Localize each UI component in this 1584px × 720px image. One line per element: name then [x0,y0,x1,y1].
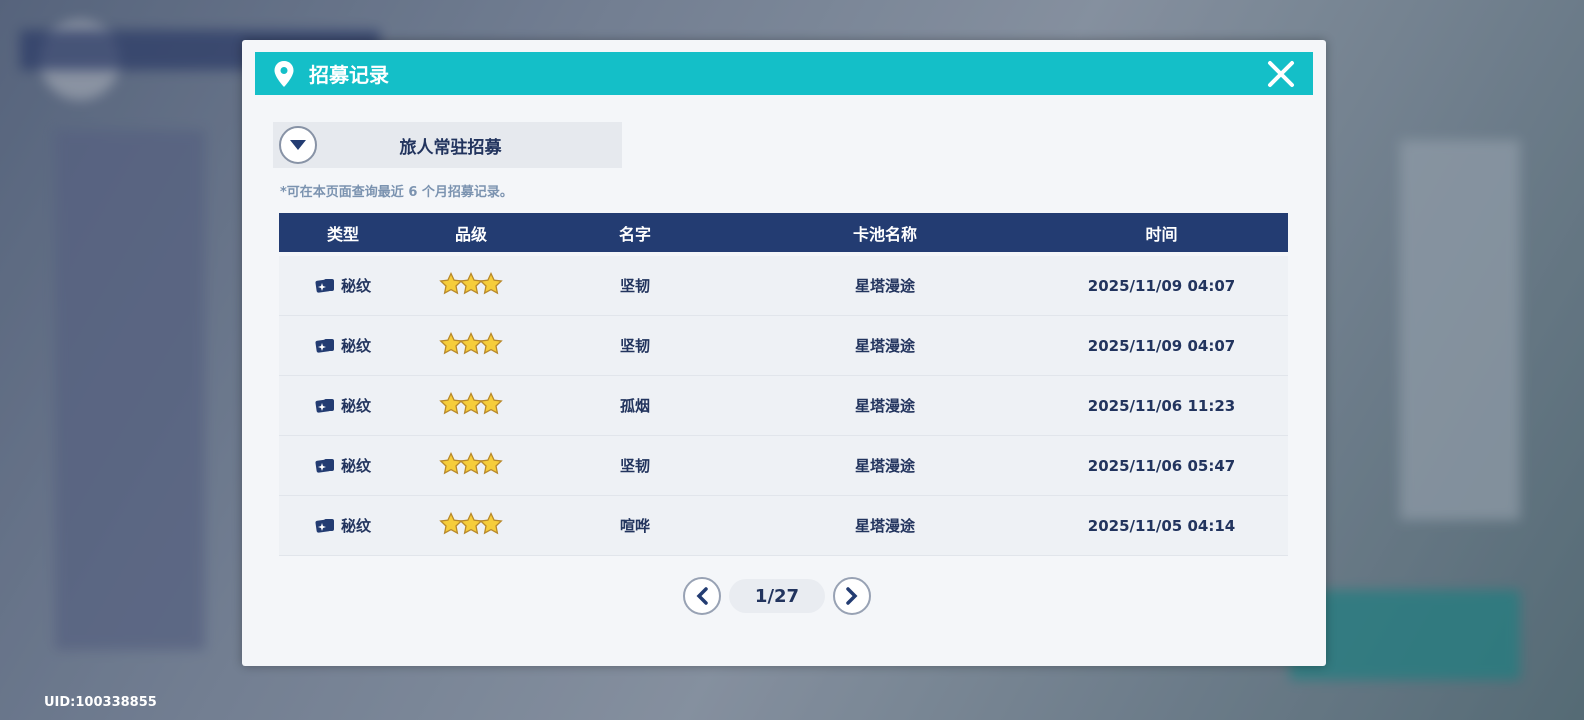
close-icon[interactable] [1265,58,1297,90]
record-table: 类型 品级 名字 卡池名称 时间 秘纹 坚韧 星塔漫途 2025/11/09 0… [279,213,1288,556]
table-row: 秘纹 坚韧 星塔漫途 2025/11/09 04:07 [279,316,1288,376]
row-time: 2025/11/09 04:07 [1087,276,1236,295]
row-pool: 星塔漫途 [854,517,915,535]
row-time: 2025/11/09 04:07 [1087,336,1236,355]
page-indicator: 1/27 [729,579,825,613]
prev-page-button[interactable] [683,577,721,615]
row-stars [407,511,535,540]
rune-card-icon [315,458,334,473]
star-icon [479,331,503,354]
star-icon [459,511,483,534]
rune-card-icon [315,338,334,353]
header-rarity: 品级 [454,224,487,244]
table-row: 秘纹 坚韧 星塔漫途 2025/11/06 05:47 [279,436,1288,496]
chevron-down-icon[interactable] [279,126,317,164]
next-page-button[interactable] [833,577,871,615]
star-icon [459,331,483,354]
row-pool: 星塔漫途 [854,457,915,475]
star-icon [479,451,503,474]
row-time: 2025/11/06 05:47 [1087,456,1236,475]
row-name: 喧哗 [619,517,650,535]
table-row: 秘纹 喧哗 星塔漫途 2025/11/05 04:14 [279,496,1288,556]
row-pool: 星塔漫途 [854,337,915,355]
row-type: 秘纹 [340,337,371,355]
row-name: 坚韧 [619,277,650,295]
table-row: 秘纹 孤烟 星塔漫途 2025/11/06 11:23 [279,376,1288,436]
record-note: *可在本页面查询最近 6 个月招募记录。 [280,185,513,200]
pagination: 1/27 [683,577,871,615]
recruit-record-dialog: 招募记录 旅人常驻招募 *可在本页面查询最近 6 个月招募记录。 类型 品级 名… [242,40,1326,666]
row-name: 坚韧 [619,337,650,355]
row-type: 秘纹 [340,457,371,475]
row-stars [407,451,535,480]
chevron-right-icon [846,587,858,605]
star-icon [439,331,463,354]
location-pin-icon [274,60,294,87]
rune-card-icon [315,398,334,413]
row-pool: 星塔漫途 [854,397,915,415]
star-icon [439,511,463,534]
header-name: 名字 [618,224,651,244]
header-time: 时间 [1145,224,1178,244]
row-type: 秘纹 [340,517,371,535]
table-header: 类型 品级 名字 卡池名称 时间 [279,213,1288,252]
star-icon [459,451,483,474]
chevron-left-icon [696,587,708,605]
row-stars [407,271,535,300]
star-icon [479,391,503,414]
star-icon [439,271,463,294]
row-pool: 星塔漫途 [854,277,915,295]
star-icon [479,511,503,534]
table-row: 秘纹 坚韧 星塔漫途 2025/11/09 04:07 [279,256,1288,316]
row-time: 2025/11/06 11:23 [1087,396,1236,415]
row-type: 秘纹 [340,397,371,415]
dialog-header: 招募记录 [255,52,1313,95]
row-stars [407,391,535,420]
pool-dropdown[interactable]: 旅人常驻招募 [273,122,622,168]
dropdown-selected: 旅人常驻招募 [399,137,502,158]
uid-label: UID:100338855 [44,695,157,710]
dialog-title: 招募记录 [309,63,389,87]
star-icon [439,451,463,474]
header-type: 类型 [326,224,359,244]
rune-card-icon [315,518,334,533]
header-pool: 卡池名称 [852,224,917,244]
star-icon [439,391,463,414]
star-icon [459,391,483,414]
row-name: 坚韧 [619,457,650,475]
rune-card-icon [315,278,334,293]
row-type: 秘纹 [340,277,371,295]
star-icon [459,271,483,294]
star-icon [479,271,503,294]
row-name: 孤烟 [619,397,650,415]
row-stars [407,331,535,360]
row-time: 2025/11/05 04:14 [1087,516,1236,535]
